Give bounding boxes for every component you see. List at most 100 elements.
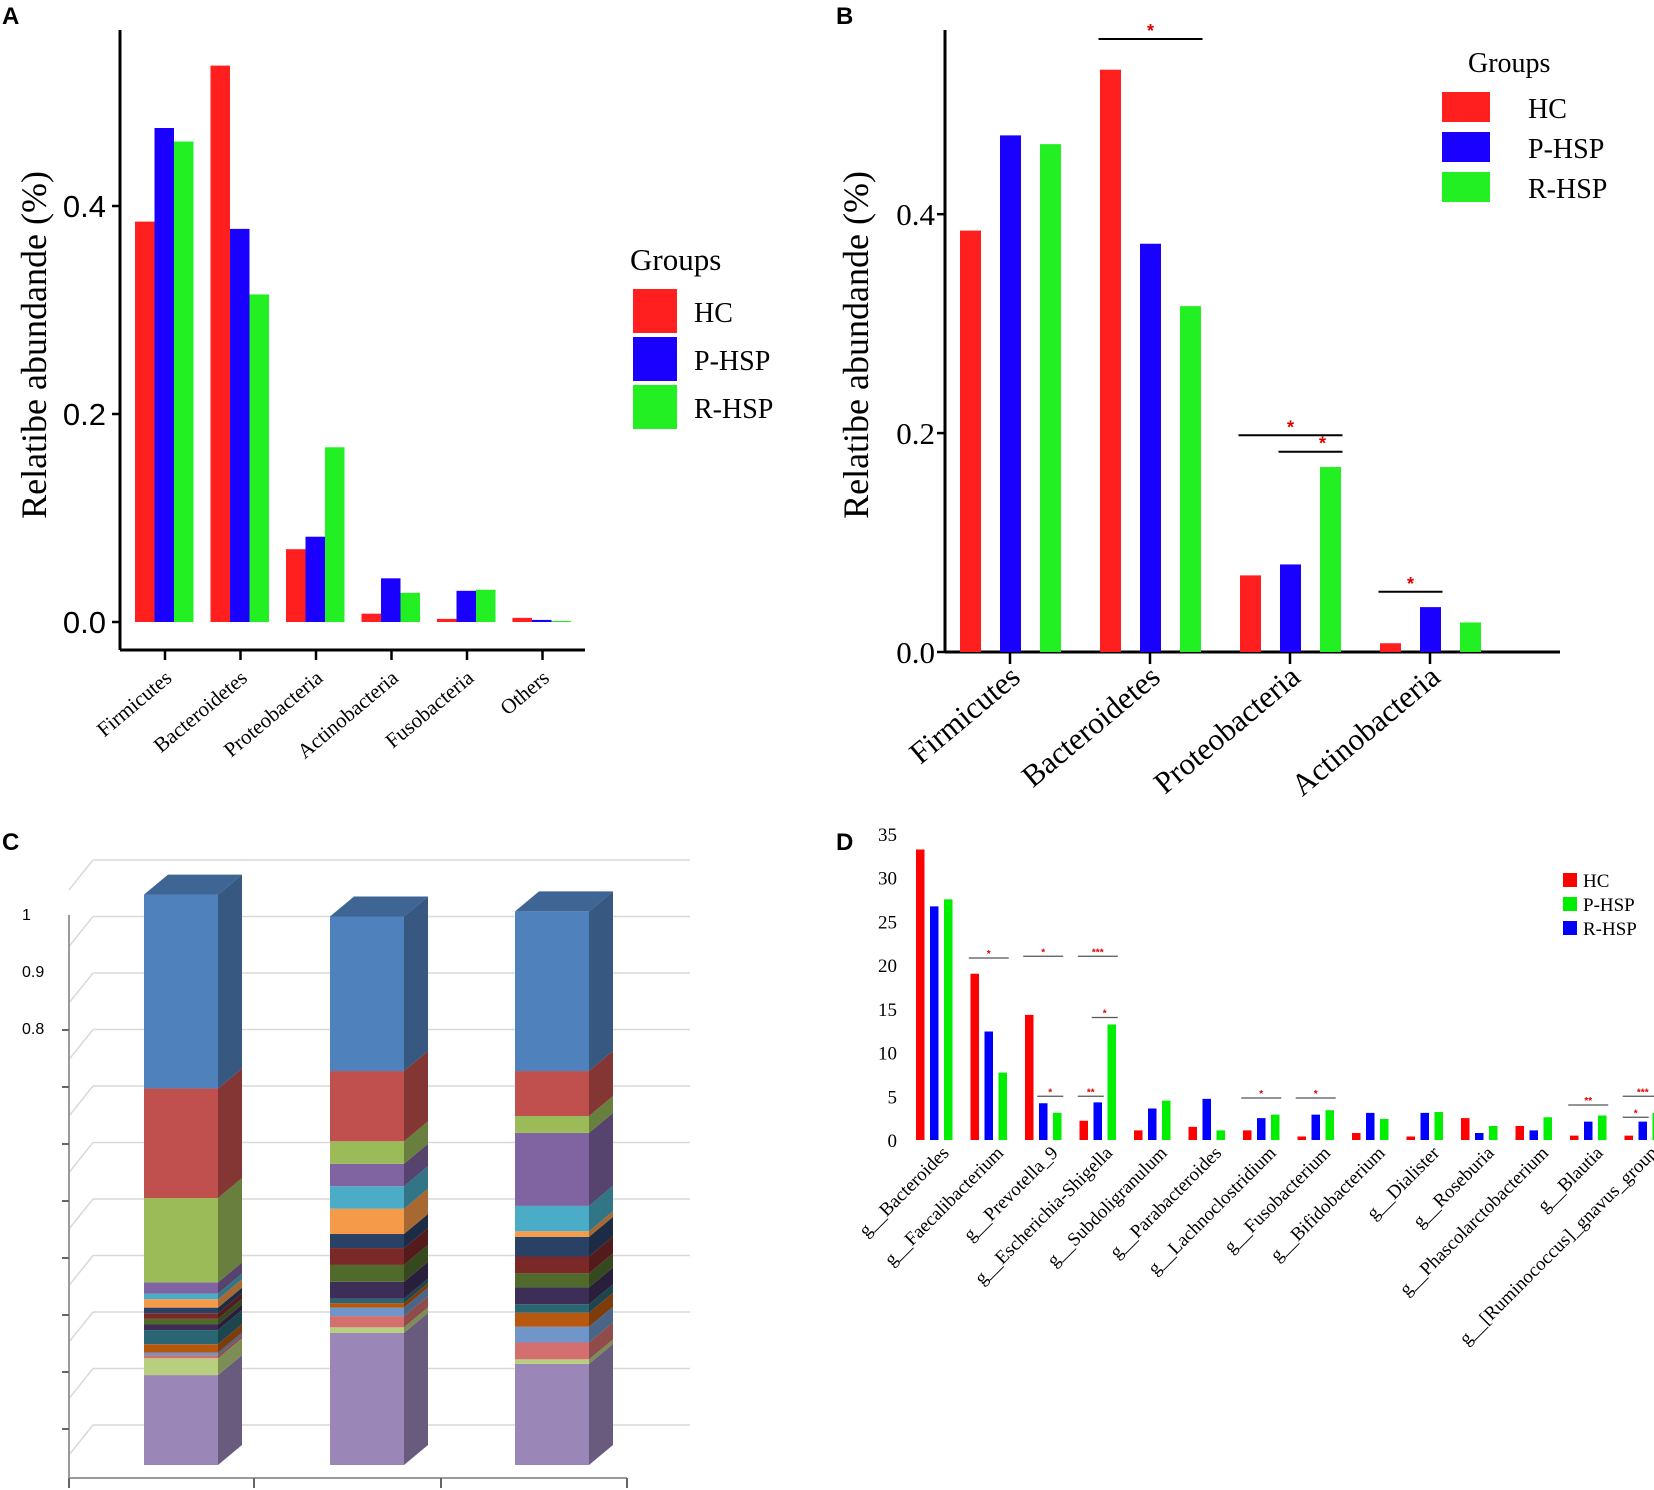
- c-segment-side: [404, 1283, 428, 1308]
- panel-label-d: D: [836, 829, 853, 856]
- a-bar-p-hsp: [305, 536, 325, 622]
- a-bar-r-hsp: [400, 592, 420, 622]
- c-segment-front: [515, 1132, 589, 1206]
- c-y-tick-label: 1: [22, 907, 31, 924]
- c-y-tick-label: 0.8: [22, 1021, 44, 1038]
- c-segment-side: [404, 1166, 428, 1209]
- a-bar-p-hsp: [381, 578, 401, 622]
- d-bar-r-hsp: [1475, 1133, 1484, 1140]
- d-bar-p-hsp: [1107, 1024, 1116, 1140]
- c-segment-side: [404, 1143, 428, 1187]
- b-x-tick-label: Bacteroidetes: [1015, 659, 1167, 794]
- c-segment-front: [330, 1332, 404, 1465]
- c-segment-front: [515, 1359, 589, 1364]
- c-segment-front: [515, 1342, 589, 1360]
- c-segment-front: [144, 1324, 218, 1331]
- a-bar-hc: [361, 613, 381, 622]
- d-bar-hc: [1134, 1130, 1143, 1140]
- c-segment-side: [404, 1312, 428, 1465]
- c-segment-side: [404, 1188, 428, 1235]
- d-legend-label: P-HSP: [1583, 895, 1635, 916]
- d-legend-label: R-HSP: [1583, 919, 1637, 940]
- d-bar-p-hsp: [1434, 1112, 1443, 1140]
- d-bar-r-hsp: [1039, 1103, 1048, 1140]
- a-bar-hc: [286, 549, 306, 622]
- c-segment-side: [218, 1178, 242, 1283]
- b-sig-star: *: [1147, 21, 1154, 41]
- c-segment-side: [589, 1267, 613, 1305]
- c-segment-front: [144, 1293, 218, 1300]
- c-segment-side: [404, 1051, 428, 1142]
- b-legend-label: HC: [1528, 94, 1567, 125]
- b-y-axis-title: Relatibe abundande (%): [836, 171, 876, 519]
- c-segment-side: [589, 1095, 613, 1133]
- d-bar-p-hsp: [998, 1072, 1007, 1140]
- c-segment-side: [218, 1279, 242, 1308]
- c-segment-front: [515, 1287, 589, 1305]
- a-bar-hc: [437, 618, 457, 622]
- b-legend-title: Groups: [1468, 48, 1550, 79]
- d-bar-r-hsp: [1366, 1112, 1375, 1140]
- c-column-top: [515, 891, 613, 912]
- b-bar-hc: [960, 230, 981, 652]
- b-x-tick-label: Actinobacteria: [1284, 658, 1446, 802]
- d-sig-star: *: [1103, 1009, 1107, 1020]
- d-bar-hc: [1025, 1014, 1034, 1140]
- d-bar-r-hsp: [1529, 1130, 1538, 1140]
- a-legend-label: HC: [694, 298, 733, 329]
- c-segment-front: [144, 1299, 218, 1308]
- b-sig-star: *: [1407, 574, 1414, 594]
- c-segment-front: [144, 1282, 218, 1294]
- c-segment-front: [330, 1234, 404, 1249]
- c-column-top: [144, 874, 242, 895]
- panel-label-b: B: [836, 3, 853, 30]
- c-segment-side: [404, 1278, 428, 1304]
- c-segment-side: [218, 1310, 242, 1345]
- b-x-tick-label: Firmicutes: [902, 659, 1026, 771]
- d-bar-p-hsp: [1271, 1114, 1280, 1140]
- c-segment-side: [404, 1244, 428, 1282]
- c-segment-front: [144, 1352, 218, 1356]
- c-segment-front: [515, 1363, 589, 1465]
- c-grid-depth: [68, 972, 94, 1004]
- d-bar-p-hsp: [1162, 1100, 1171, 1140]
- c-segment-front: [330, 916, 404, 1072]
- b-x-tick-label: Proteobacteria: [1147, 658, 1307, 800]
- panel-label-c: C: [2, 829, 19, 856]
- c-segment-front: [515, 1273, 589, 1288]
- b-sig-star: *: [1319, 434, 1326, 454]
- d-y-tick-label: 0: [888, 1131, 898, 1152]
- a-bar-hc: [135, 221, 155, 622]
- b-bar-hc: [1380, 643, 1401, 652]
- d-legend-swatch: [1563, 921, 1577, 935]
- c-segment-side: [404, 1307, 428, 1333]
- d-bar-hc: [1079, 1120, 1088, 1140]
- d-y-tick-label: 10: [878, 1044, 897, 1065]
- c-segment-front: [515, 1312, 589, 1327]
- b-bar-hc: [1100, 69, 1121, 652]
- a-bar-p-hsp: [154, 128, 174, 622]
- c-segment-side: [404, 1261, 428, 1299]
- b-bar-p-hsp: [1140, 243, 1161, 652]
- a-legend-label: R-HSP: [694, 394, 773, 425]
- d-bar-p-hsp: [1053, 1112, 1062, 1140]
- d-y-tick-label: 35: [878, 825, 897, 846]
- panel-label-a: A: [2, 3, 19, 30]
- c-grid-depth: [68, 1311, 94, 1343]
- c-segment-side: [218, 1355, 242, 1465]
- a-bar-hc: [512, 617, 532, 622]
- c-segment-front: [144, 1318, 218, 1325]
- c-segment-front: [515, 1115, 589, 1133]
- c-grid-depth: [68, 1424, 94, 1456]
- c-segment-front: [144, 1344, 218, 1353]
- d-bar-p-hsp: [1489, 1126, 1498, 1140]
- c-segment-side: [218, 1273, 242, 1300]
- c-segment-side: [589, 891, 613, 1072]
- d-bar-hc: [1624, 1135, 1633, 1140]
- d-sig-star: *: [1314, 1089, 1318, 1100]
- d-sig-star: *: [987, 949, 991, 960]
- c-segment-side: [589, 1236, 613, 1274]
- c-segment-front: [330, 1186, 404, 1209]
- a-bar-p-hsp: [532, 619, 552, 622]
- c-segment-side: [589, 1292, 613, 1327]
